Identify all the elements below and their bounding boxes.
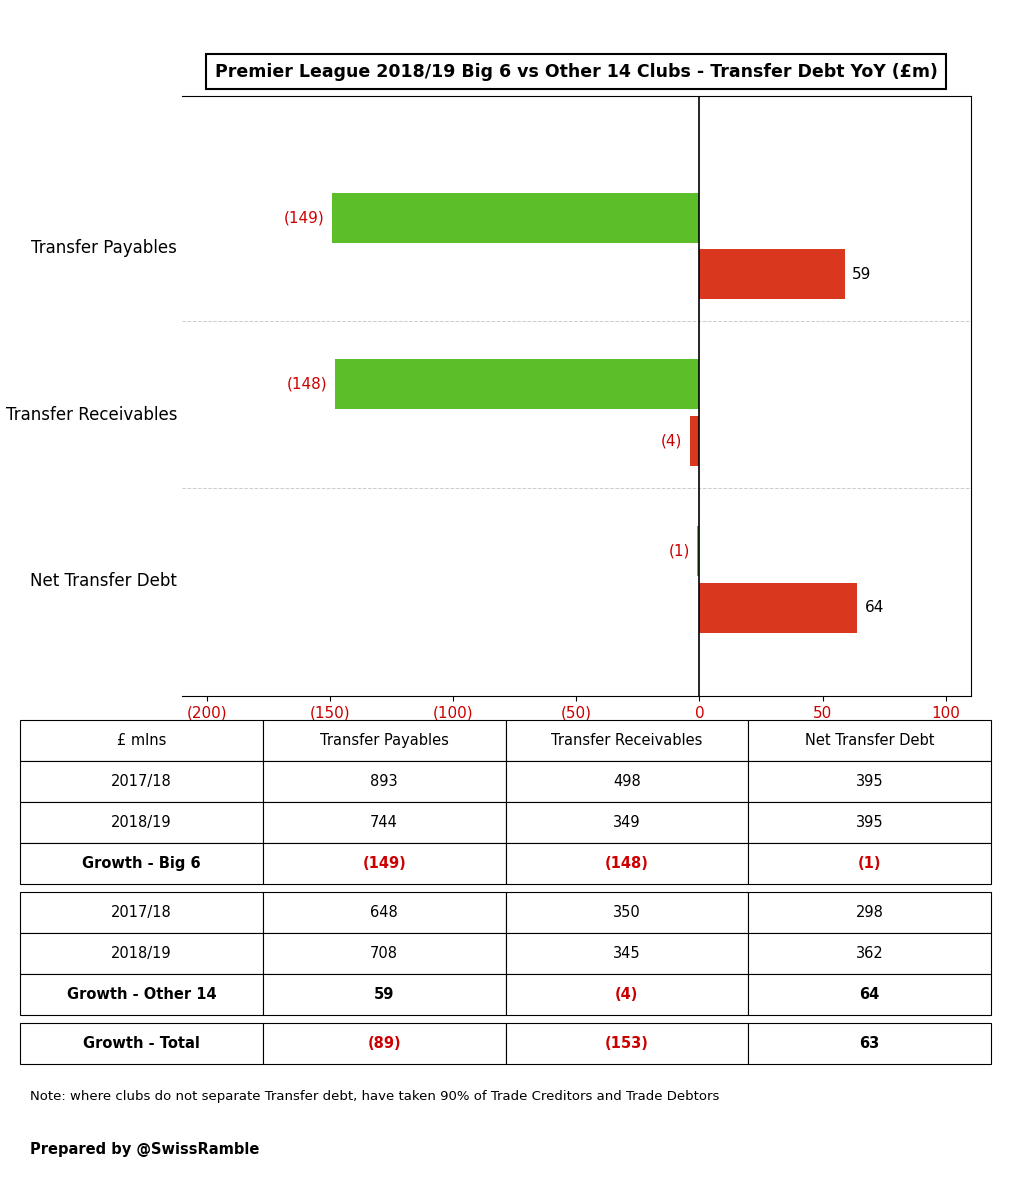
Text: (148): (148) <box>605 856 649 871</box>
Bar <box>700 583 857 632</box>
Text: Growth - Other 14: Growth - Other 14 <box>67 988 216 1002</box>
Bar <box>263 761 506 802</box>
Text: (1): (1) <box>857 856 882 871</box>
Bar <box>506 761 748 802</box>
Bar <box>506 892 748 932</box>
Text: (4): (4) <box>615 988 639 1002</box>
Bar <box>263 932 506 974</box>
Bar <box>506 720 748 761</box>
Text: (89): (89) <box>367 1036 401 1051</box>
Bar <box>748 892 991 932</box>
Text: Transfer Payables: Transfer Payables <box>319 733 449 748</box>
Bar <box>20 974 263 1015</box>
Text: Net Transfer Debt: Net Transfer Debt <box>805 733 934 748</box>
Bar <box>748 1022 991 1064</box>
Bar <box>263 892 506 932</box>
Text: (4): (4) <box>661 433 682 449</box>
Bar <box>335 359 700 409</box>
Text: 345: 345 <box>613 946 641 961</box>
Text: 59: 59 <box>852 266 871 282</box>
Text: (1): (1) <box>668 544 690 558</box>
Bar <box>263 1022 506 1064</box>
Text: £ mlns: £ mlns <box>117 733 166 748</box>
Text: 349: 349 <box>613 815 641 830</box>
Text: 744: 744 <box>370 815 398 830</box>
Bar <box>748 844 991 884</box>
Bar <box>20 844 263 884</box>
Text: 395: 395 <box>855 774 884 790</box>
Bar <box>506 932 748 974</box>
Bar <box>263 844 506 884</box>
Text: (149): (149) <box>284 210 325 226</box>
Text: 362: 362 <box>855 946 884 961</box>
Text: 648: 648 <box>370 905 398 920</box>
Bar <box>506 802 748 844</box>
Bar <box>20 892 263 932</box>
Title: Premier League 2018/19 Big 6 vs Other 14 Clubs - Transfer Debt YoY (£m): Premier League 2018/19 Big 6 vs Other 14… <box>214 62 938 80</box>
Text: 708: 708 <box>370 946 398 961</box>
Text: (148): (148) <box>287 377 328 392</box>
Text: 350: 350 <box>613 905 641 920</box>
Text: Note: where clubs do not separate Transfer debt, have taken 90% of Trade Credito: Note: where clubs do not separate Transf… <box>30 1090 719 1103</box>
Bar <box>748 720 991 761</box>
Text: 2018/19: 2018/19 <box>111 815 172 830</box>
Bar <box>263 802 506 844</box>
Legend: Big 6 Clubs, Other 14 Clubs: Big 6 Clubs, Other 14 Clubs <box>340 787 624 815</box>
Bar <box>506 1022 748 1064</box>
Bar <box>506 974 748 1015</box>
Bar <box>748 974 991 1015</box>
Text: 298: 298 <box>855 905 884 920</box>
Text: (149): (149) <box>362 856 406 871</box>
Bar <box>748 932 991 974</box>
Text: Growth - Total: Growth - Total <box>83 1036 200 1051</box>
Bar <box>20 720 263 761</box>
Text: 64: 64 <box>864 600 884 616</box>
Bar <box>20 1022 263 1064</box>
Text: 63: 63 <box>859 1036 880 1051</box>
Text: 2017/18: 2017/18 <box>111 774 172 790</box>
Text: 59: 59 <box>374 988 394 1002</box>
Text: 2017/18: 2017/18 <box>111 905 172 920</box>
Bar <box>20 802 263 844</box>
Text: 395: 395 <box>855 815 884 830</box>
Text: (153): (153) <box>605 1036 649 1051</box>
Text: 2018/19: 2018/19 <box>111 946 172 961</box>
Bar <box>700 250 845 299</box>
Bar <box>690 416 700 466</box>
Text: Growth - Big 6: Growth - Big 6 <box>82 856 201 871</box>
Text: Transfer Receivables: Transfer Receivables <box>551 733 703 748</box>
Bar <box>748 761 991 802</box>
Text: 498: 498 <box>613 774 641 790</box>
Text: 64: 64 <box>859 988 880 1002</box>
Bar <box>263 974 506 1015</box>
Bar <box>697 526 700 576</box>
Bar <box>748 802 991 844</box>
Text: Prepared by @SwissRamble: Prepared by @SwissRamble <box>30 1141 259 1157</box>
Bar <box>506 844 748 884</box>
Bar <box>263 720 506 761</box>
Bar <box>333 193 700 242</box>
Text: 893: 893 <box>370 774 398 790</box>
Bar <box>20 932 263 974</box>
Bar <box>20 761 263 802</box>
